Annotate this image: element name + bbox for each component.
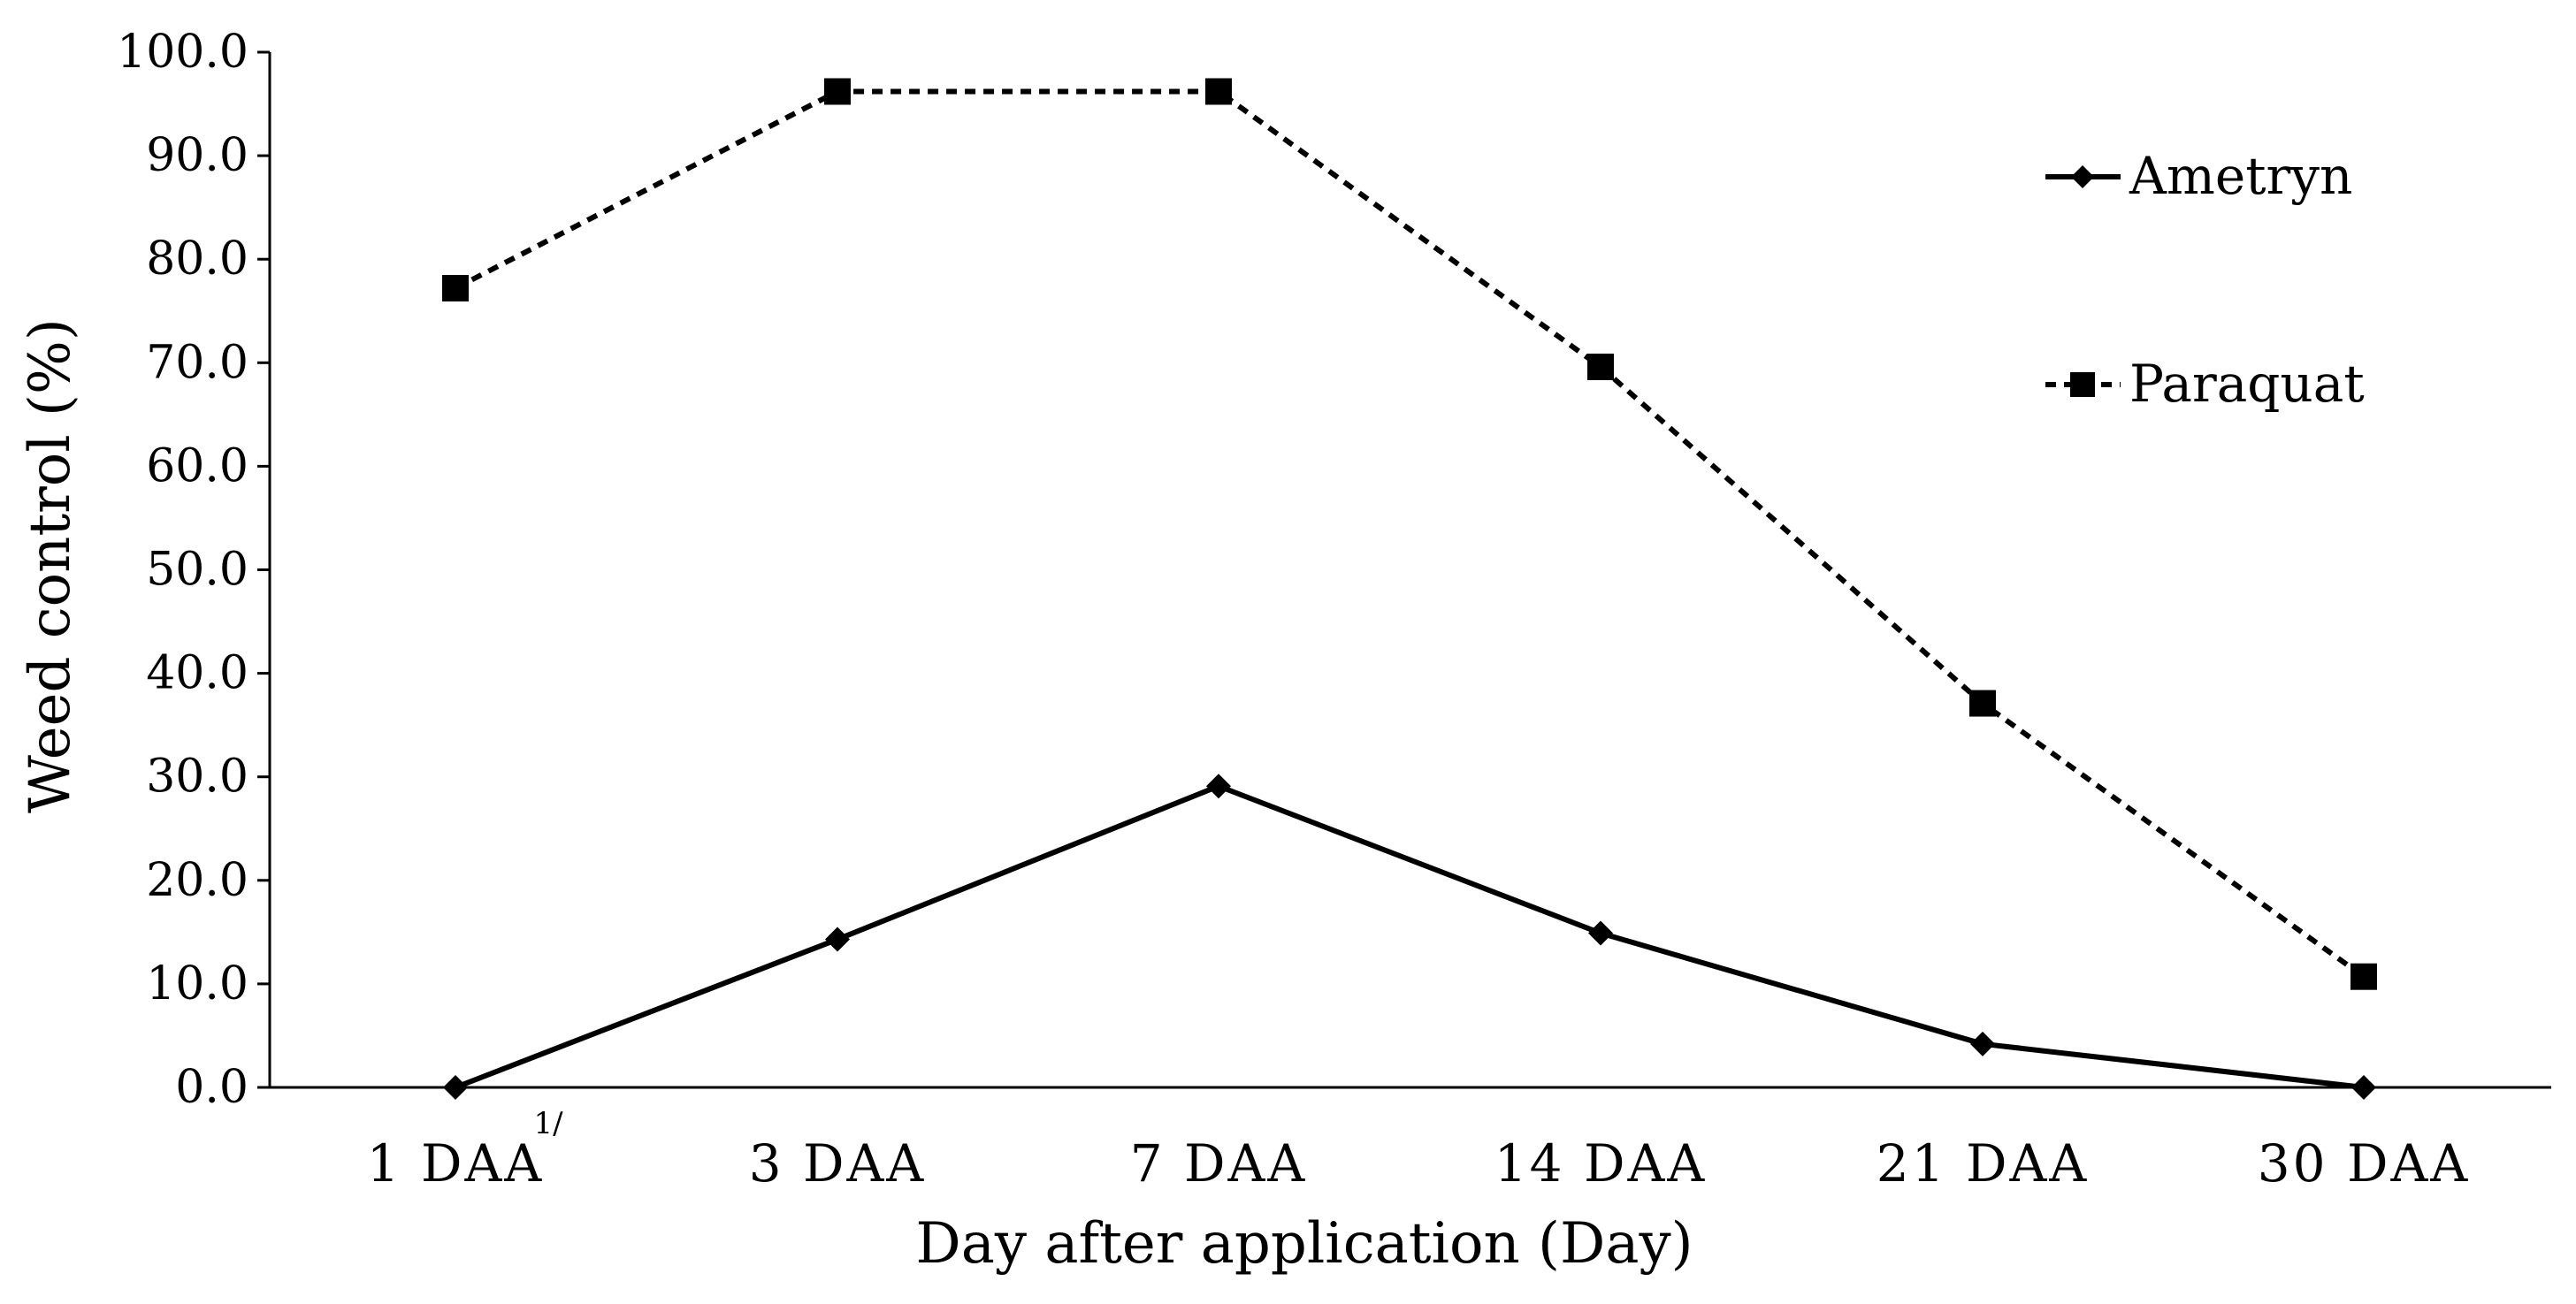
y-tick-label: 10.0 bbox=[146, 957, 248, 1010]
y-tick-label: 70.0 bbox=[146, 336, 248, 389]
x-tick-label: 30 DAA bbox=[2258, 1133, 2471, 1193]
x-tick-label: 14 DAA bbox=[1494, 1133, 1708, 1193]
point-paraquat bbox=[1205, 78, 1232, 105]
y-tick-label: 40.0 bbox=[146, 647, 248, 700]
x-tick-label: 7 DAA bbox=[1130, 1133, 1308, 1193]
legend-item-ametryn: Ametryn bbox=[2045, 146, 2352, 206]
y-tick-label: 20.0 bbox=[146, 854, 248, 907]
point-ametryn bbox=[825, 927, 850, 952]
series-line-paraquat bbox=[454, 88, 2366, 980]
series bbox=[442, 78, 2377, 1100]
legend-marker-ametryn bbox=[2071, 165, 2094, 188]
y-tick-label: 90.0 bbox=[146, 129, 248, 182]
point-ametryn bbox=[1206, 774, 1231, 799]
x-axis-ticks: 1 DAA 3 DAA 7 DAA 14 DAA 21 DAA 30 DAA bbox=[367, 1133, 2471, 1193]
legend-item-paraquat: Paraquat bbox=[2045, 354, 2365, 414]
y-axis-title: Weed control (%) bbox=[18, 318, 83, 813]
footnote-mark: 1/ bbox=[533, 1106, 563, 1141]
y-tick-label: 30.0 bbox=[146, 751, 248, 804]
point-paraquat bbox=[2351, 963, 2377, 990]
y-axis-ticks: 0.0 10.0 20.0 30.0 40.0 50.0 60.0 70.0 80.0 90.0 1… bbox=[117, 26, 270, 1114]
point-ametryn bbox=[1970, 1031, 1995, 1056]
legend-label-paraquat: Paraquat bbox=[2129, 354, 2365, 414]
series-line-ametryn bbox=[454, 783, 2365, 1090]
point-paraquat bbox=[442, 274, 469, 301]
y-tick-label: 0.0 bbox=[175, 1061, 248, 1114]
point-paraquat bbox=[824, 78, 851, 105]
x-tick-label: 1 DAA bbox=[367, 1133, 545, 1193]
x-tick-label: 21 DAA bbox=[1877, 1133, 2090, 1193]
point-paraquat bbox=[1587, 353, 1614, 380]
legend-marker-paraquat bbox=[2070, 372, 2095, 397]
legend-label-ametryn: Ametryn bbox=[2129, 146, 2352, 206]
y-tick-label: 50.0 bbox=[146, 544, 248, 597]
point-paraquat bbox=[1969, 690, 1996, 717]
point-ametryn bbox=[1588, 920, 1613, 946]
legend: Ametryn Paraquat bbox=[2045, 146, 2365, 414]
y-tick-label: 100.0 bbox=[117, 26, 248, 79]
y-tick-label: 80.0 bbox=[146, 233, 248, 286]
x-axis-title: Day after application (Day) bbox=[915, 1211, 1693, 1277]
x-tick-label: 3 DAA bbox=[749, 1133, 927, 1193]
point-ametryn bbox=[2351, 1075, 2376, 1100]
y-tick-label: 60.0 bbox=[146, 439, 248, 492]
point-ametryn bbox=[443, 1075, 468, 1100]
